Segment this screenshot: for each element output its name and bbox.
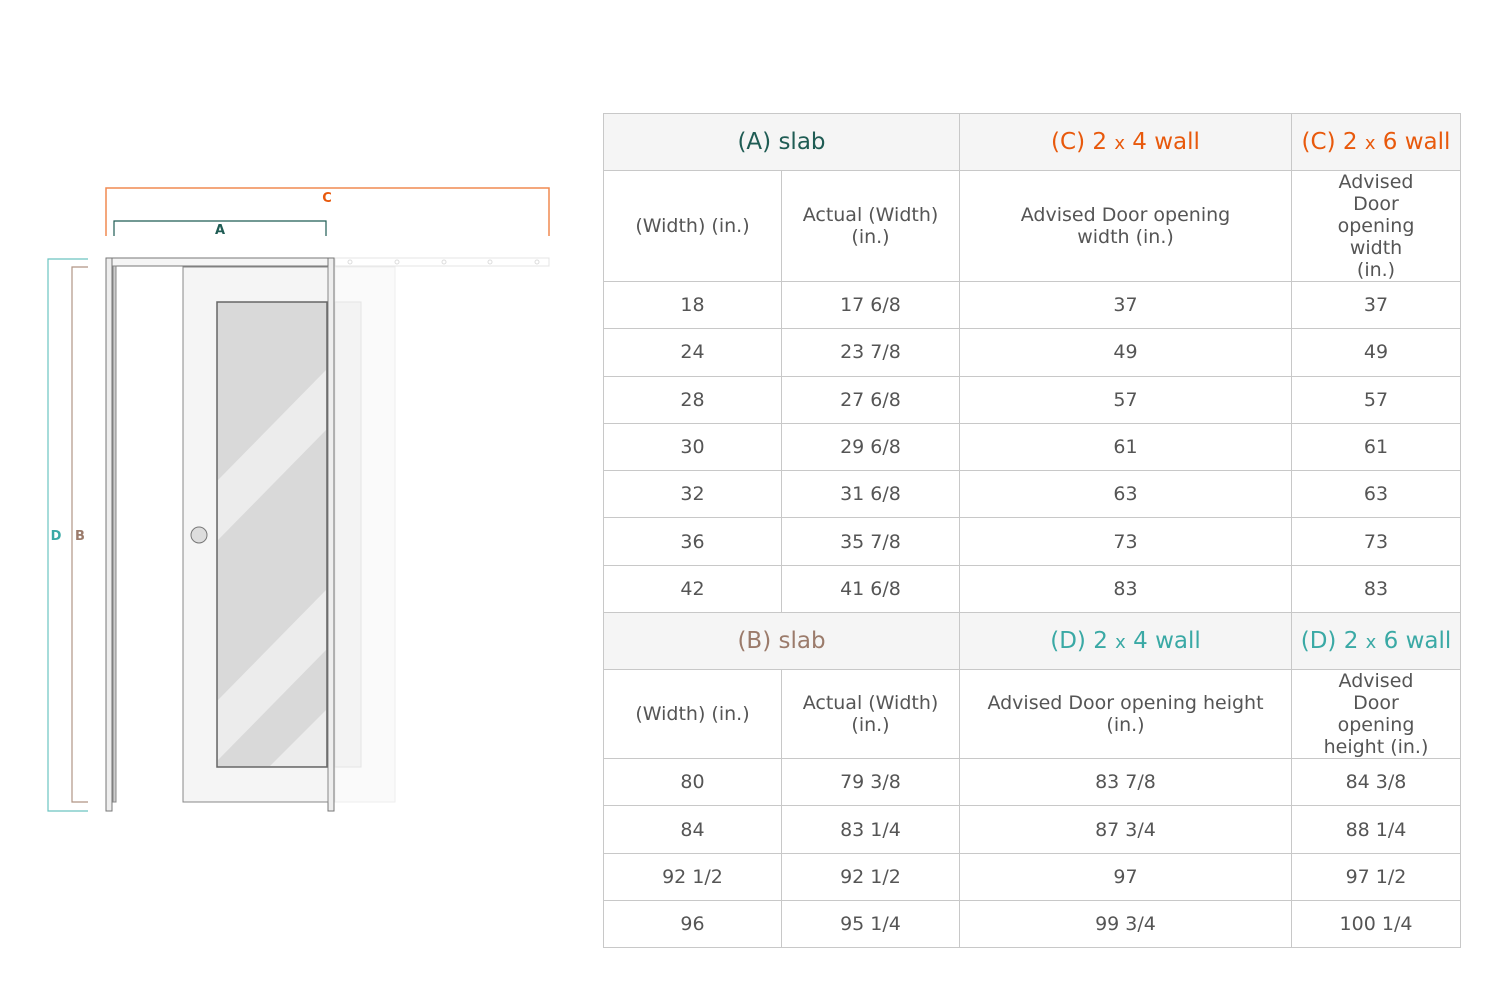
table-cell: 97 <box>959 852 1292 901</box>
table-cell: 24 <box>603 328 782 377</box>
table-cell: 27 6/8 <box>781 375 960 424</box>
table-row: 36 35 7/8 73 73 <box>603 517 1461 566</box>
table-cell: 18 <box>603 280 782 330</box>
table-cell: 73 <box>1291 517 1461 566</box>
table-cell: 37 <box>1291 280 1461 330</box>
width-table: (A) slab (C) 2 x 4 wall (C) 2 x 6 wall (… <box>603 113 1461 949</box>
door-frame <box>105 257 335 812</box>
table-row: 42 41 6/8 83 83 <box>603 564 1461 614</box>
subheader: Advised Door opening height (in.) <box>959 669 1292 760</box>
table-header-row: (B) slab (D) 2 x 4 wall (D) 2 x 6 wall <box>603 612 1461 671</box>
dimension-b: B <box>71 266 88 803</box>
table-cell: 49 <box>959 328 1292 377</box>
table-cell: 83 <box>959 564 1292 614</box>
label-c: C <box>322 191 332 206</box>
table-cell: 83 7/8 <box>959 758 1292 807</box>
label-b: B <box>75 529 85 544</box>
table-row: 18 17 6/8 37 37 <box>603 280 1461 330</box>
header-d-2x6: (D) 2 x 6 wall <box>1291 612 1461 671</box>
table-cell: 97 1/2 <box>1291 852 1461 901</box>
table-cell: 96 <box>603 899 782 949</box>
table-cell: 73 <box>959 517 1292 566</box>
table-cell: 37 <box>959 280 1292 330</box>
table-cell: 80 <box>603 758 782 807</box>
table-cell: 83 1/4 <box>781 805 960 854</box>
subheader: (Width) (in.) <box>603 170 782 282</box>
table-cell: 57 <box>1291 375 1461 424</box>
rail <box>334 257 550 267</box>
table-cell: 79 3/8 <box>781 758 960 807</box>
header-a-slab: (A) slab <box>603 113 960 171</box>
subheader: Advised Door opening width (in.) <box>1291 170 1461 282</box>
table-cell: 35 7/8 <box>781 517 960 566</box>
table-row: 28 27 6/8 57 57 <box>603 375 1461 424</box>
table-row: 84 83 1/4 87 3/4 88 1/4 <box>603 805 1461 854</box>
door-diagram: C A D B <box>47 187 550 812</box>
table-cell: 31 6/8 <box>781 470 960 519</box>
table-cell: 84 3/8 <box>1291 758 1461 807</box>
subheader: Actual (Width) (in.) <box>781 669 960 760</box>
table-cell: 28 <box>603 375 782 424</box>
table-cell: 32 <box>603 470 782 519</box>
subheader-row: (Width) (in.) Actual (Width) (in.) Advis… <box>603 170 1461 282</box>
table-cell: 88 1/4 <box>1291 805 1461 854</box>
table-row: 96 95 1/4 99 3/4 100 1/4 <box>603 899 1461 949</box>
door-handle-icon <box>190 526 208 544</box>
subheader: Advised Door opening height (in.) <box>1291 669 1461 760</box>
table-row: 32 31 6/8 63 63 <box>603 470 1461 519</box>
label-a: A <box>215 223 225 238</box>
header-d-2x4: (D) 2 x 4 wall <box>959 612 1292 671</box>
subheader: (Width) (in.) <box>603 669 782 760</box>
table-row: 80 79 3/8 83 7/8 84 3/8 <box>603 758 1461 807</box>
table-cell: 87 3/4 <box>959 805 1292 854</box>
table-cell: 84 <box>603 805 782 854</box>
table-row: 92 1/2 92 1/2 97 97 1/2 <box>603 852 1461 901</box>
dimension-d: D <box>47 258 88 812</box>
table-cell: 83 <box>1291 564 1461 614</box>
subheader: Advised Door opening width (in.) <box>959 170 1292 282</box>
table-cell: 49 <box>1291 328 1461 377</box>
table-cell: 41 6/8 <box>781 564 960 614</box>
table-cell: 100 1/4 <box>1291 899 1461 949</box>
dimension-a: A <box>113 220 327 238</box>
table-cell: 61 <box>1291 422 1461 472</box>
table-cell: 92 1/2 <box>603 852 782 901</box>
header-b-slab: (B) slab <box>603 612 960 671</box>
table-cell: 95 1/4 <box>781 899 960 949</box>
table-cell: 17 6/8 <box>781 280 960 330</box>
table-row: 24 23 7/8 49 49 <box>603 328 1461 377</box>
table-cell: 29 6/8 <box>781 422 960 472</box>
table-cell: 61 <box>959 422 1292 472</box>
table-cell: 57 <box>959 375 1292 424</box>
table-cell: 23 7/8 <box>781 328 960 377</box>
table-cell: 92 1/2 <box>781 852 960 901</box>
glass-panel <box>216 301 328 768</box>
table-cell: 42 <box>603 564 782 614</box>
dimension-c: C <box>105 187 550 236</box>
table-cell: 63 <box>1291 470 1461 519</box>
header-c-2x6: (C) 2 x 6 wall <box>1291 113 1461 171</box>
table-cell: 36 <box>603 517 782 566</box>
table-header-row: (A) slab (C) 2 x 4 wall (C) 2 x 6 wall <box>603 113 1461 171</box>
table-cell: 99 3/4 <box>959 899 1292 949</box>
table-cell: 63 <box>959 470 1292 519</box>
table-cell: 30 <box>603 422 782 472</box>
table-row: 30 29 6/8 61 61 <box>603 422 1461 472</box>
subheader: Actual (Width) (in.) <box>781 170 960 282</box>
subheader-row: (Width) (in.) Actual (Width) (in.) Advis… <box>603 669 1461 760</box>
header-c-2x4: (C) 2 x 4 wall <box>959 113 1292 171</box>
label-d: D <box>51 529 62 544</box>
